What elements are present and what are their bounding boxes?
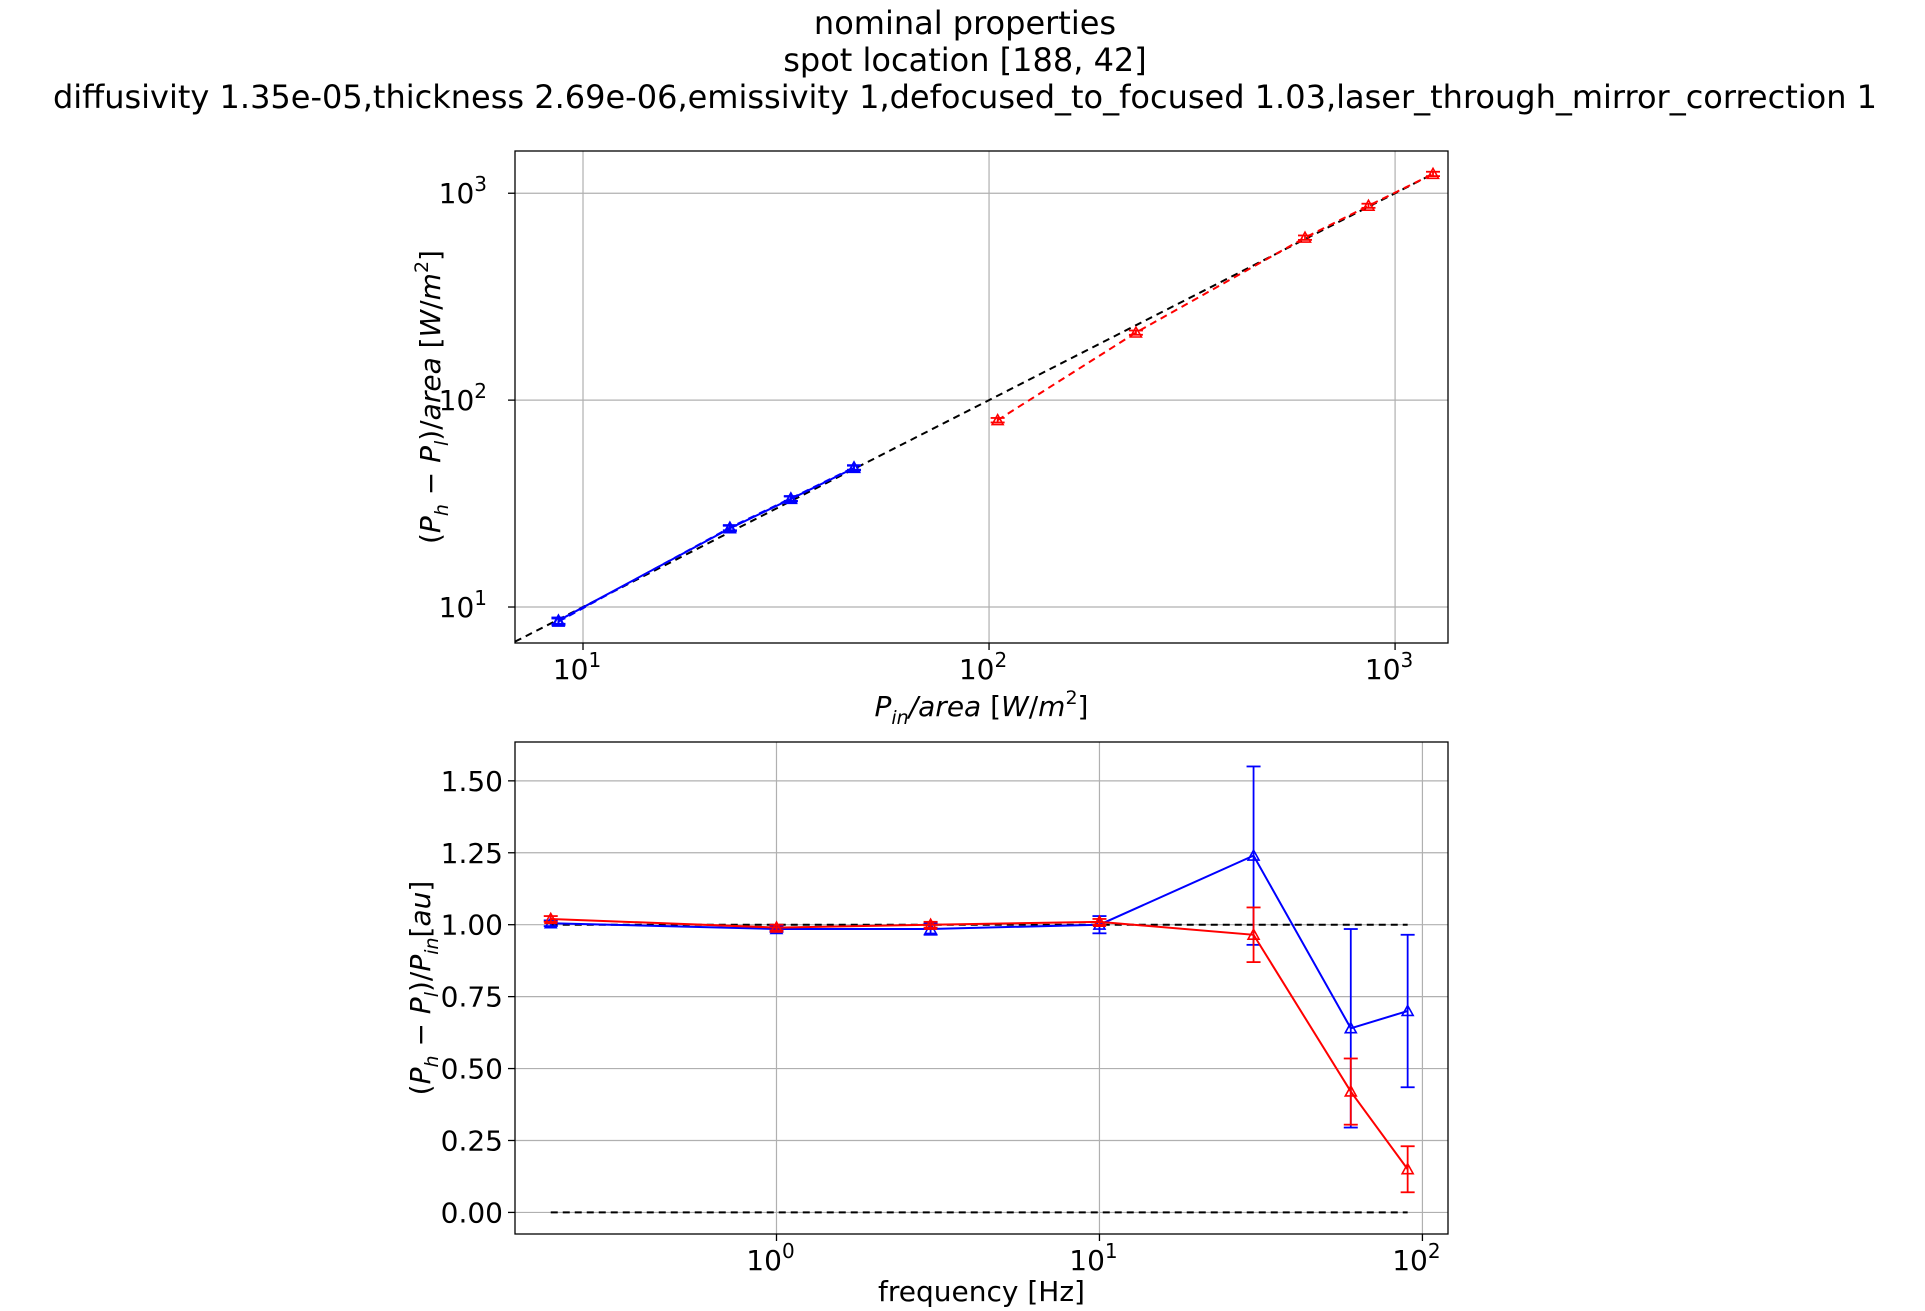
y-tick-label: 103 — [439, 172, 487, 210]
data-point — [923, 917, 938, 930]
error-bar — [1343, 1057, 1358, 1126]
data-point — [1246, 848, 1261, 861]
error-bar — [1400, 1145, 1415, 1194]
figure-title-line-3: diffusivity 1.35e-05,thickness 2.69e-06,… — [53, 78, 1877, 116]
figure-title-line-2: spot location [188, 42] — [783, 41, 1147, 79]
plot-area — [515, 166, 1441, 643]
data-point — [1426, 166, 1440, 180]
data-point — [543, 911, 558, 925]
y-tick-label: 1.25 — [441, 837, 503, 870]
data-point — [1298, 230, 1312, 243]
error-bar — [1400, 933, 1415, 1089]
x-tick-label: 100 — [746, 1239, 794, 1277]
y-tick-label: 1.50 — [441, 765, 503, 798]
x-tick-label: 103 — [1365, 648, 1413, 686]
y-tick-label: 1.00 — [441, 909, 503, 942]
data-point — [551, 614, 566, 627]
y-tick-label: 0.00 — [441, 1196, 503, 1229]
x-tick-label: 102 — [959, 648, 1007, 686]
y-tick-label: 102 — [439, 379, 487, 417]
error-bar — [1246, 906, 1261, 964]
data-point — [1129, 325, 1143, 338]
data-point — [1400, 1162, 1415, 1175]
y-tick-label: 101 — [439, 586, 487, 624]
series-1 — [551, 460, 862, 627]
axes-frame — [514, 150, 1449, 644]
data-point — [1246, 927, 1261, 940]
data-point — [1343, 1021, 1358, 1034]
y-tick-label: 0.50 — [441, 1053, 503, 1086]
y-axis-label: (Ph − Pl)/area [W/m2] — [411, 250, 453, 544]
data-point — [1400, 1003, 1415, 1017]
plot-area — [543, 765, 1415, 1214]
data-point — [990, 413, 1005, 426]
reference-line — [515, 172, 1435, 643]
data-point — [1343, 1084, 1358, 1097]
series-line — [557, 466, 855, 623]
y-axis-label: (Ph − Pl)/Pin[au] — [404, 881, 443, 1096]
bottom-frequency-plot: 100 101 102 0.00 0.25 0.50 0.75 1.00 1.25 1.50 fre… — [404, 741, 1449, 1308]
series-2 — [990, 166, 1441, 426]
x-tick-label: 101 — [553, 648, 601, 686]
data-point — [1361, 198, 1376, 211]
data-point — [783, 491, 798, 504]
data-point — [769, 920, 784, 933]
x-tick-label: 102 — [1392, 1239, 1440, 1277]
data-point — [723, 520, 737, 533]
y-tick-label: 0.75 — [441, 981, 503, 1014]
x-tick-label: 101 — [1069, 1239, 1117, 1277]
top-loglog-plot: 101 102 103 101 102 103 Pin/area [W/m2] (Ph − P… — [411, 150, 1449, 729]
data-point — [847, 460, 861, 473]
series-1 — [543, 906, 1415, 1194]
y-tick-label: 0.25 — [441, 1124, 503, 1157]
figure-title-line-1: nominal properties — [814, 4, 1116, 42]
data-point — [1092, 914, 1107, 928]
x-axis-label: Pin/area [W/m2] — [875, 687, 1089, 729]
axes-frame — [514, 741, 1449, 1235]
x-axis-label: frequency [Hz] — [878, 1275, 1085, 1308]
series-line — [997, 173, 1434, 422]
